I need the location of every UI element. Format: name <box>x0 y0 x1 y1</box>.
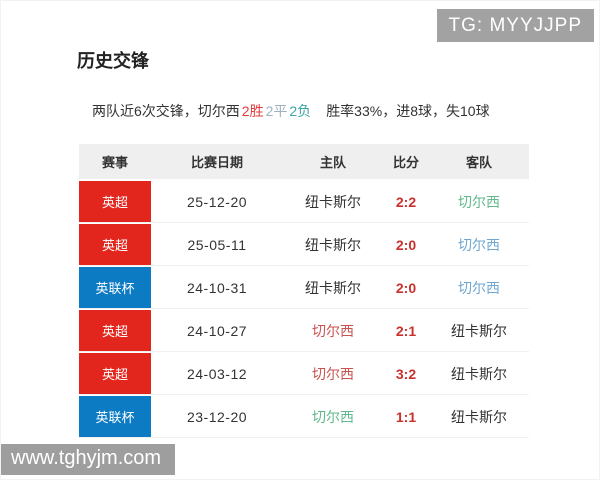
home-team: 纽卡斯尔 <box>305 193 361 210</box>
away-team: 纽卡斯尔 <box>451 408 507 425</box>
summary-draw-count: 2平 <box>265 103 288 119</box>
column-header-0: 赛事 <box>101 155 128 170</box>
table-row: 英超 25-12-20 纽卡斯尔 2:2 切尔西 <box>79 181 529 222</box>
table-row: 英联杯 23-12-20 切尔西 1:1 纽卡斯尔 <box>79 396 529 437</box>
home-team: 切尔西 <box>312 408 354 425</box>
table-header-row: 赛事 比赛日期 主队 比分 客队 <box>79 144 529 179</box>
page-title: 历史交锋 <box>77 51 149 71</box>
home-team: 纽卡斯尔 <box>305 279 361 296</box>
league-badge: 英超 <box>79 310 151 351</box>
home-team: 纽卡斯尔 <box>305 236 361 253</box>
league-badge: 英超 <box>79 224 151 265</box>
league-badge: 英联杯 <box>79 267 151 308</box>
summary-suffix: 胜率33%，进8球，失10球 <box>326 103 490 119</box>
match-score: 2:2 <box>395 193 417 210</box>
summary-prefix: 两队近6次交锋，切尔西 <box>92 103 240 119</box>
match-score: 1:1 <box>395 408 417 425</box>
table-body: 英超 25-12-20 纽卡斯尔 2:2 切尔西 英超 25-05-11 纽卡斯尔 2:0 切尔西… <box>79 181 529 437</box>
away-team: 纽卡斯尔 <box>451 322 507 339</box>
home-team: 切尔西 <box>312 365 354 382</box>
column-header-1: 比赛日期 <box>190 155 243 170</box>
head-to-head-table: 赛事 比赛日期 主队 比分 客队 英超 25-12-20 纽卡斯尔 2:2 切尔西 英超 25-05… <box>79 144 529 439</box>
league-badge: 英联杯 <box>79 396 151 437</box>
match-date: 24-03-12 <box>186 365 248 382</box>
away-team: 切尔西 <box>458 279 500 296</box>
head-to-head-summary: 两队近6次交锋，切尔西 2胜 2平 2负 胜率33%，进8球，失10球 <box>91 101 491 121</box>
table-row: 英联杯 24-10-31 纽卡斯尔 2:0 切尔西 <box>79 267 529 308</box>
table-row: 英超 24-10-27 切尔西 2:1 纽卡斯尔 <box>79 310 529 351</box>
match-score: 2:0 <box>395 279 417 296</box>
match-date: 24-10-27 <box>186 322 248 339</box>
league-badge: 英超 <box>79 181 151 222</box>
tg-contact-badge: TG: MYYJJPP <box>436 9 594 42</box>
summary-loss-count: 2负 <box>289 103 312 119</box>
league-badge: 英超 <box>79 353 151 394</box>
column-header-2: 主队 <box>319 155 346 170</box>
watermark-url: www.tghyjm.com <box>1 444 176 475</box>
match-score: 3:2 <box>395 365 417 382</box>
table-row: 英超 24-03-12 切尔西 3:2 纽卡斯尔 <box>79 353 529 394</box>
column-header-3: 比分 <box>392 155 419 170</box>
home-team: 切尔西 <box>312 322 354 339</box>
table-row: 英超 25-05-11 纽卡斯尔 2:0 切尔西 <box>79 224 529 265</box>
column-header-4: 客队 <box>465 155 492 170</box>
match-date: 23-12-20 <box>186 408 248 425</box>
away-team: 切尔西 <box>458 193 500 210</box>
match-date: 24-10-31 <box>186 279 248 296</box>
match-date: 25-12-20 <box>186 193 248 210</box>
summary-win-count: 2胜 <box>241 103 264 119</box>
away-team: 纽卡斯尔 <box>451 365 507 382</box>
match-date: 25-05-11 <box>187 236 247 253</box>
match-score: 2:0 <box>395 236 417 253</box>
match-score: 2:1 <box>395 322 417 339</box>
away-team: 切尔西 <box>458 236 500 253</box>
